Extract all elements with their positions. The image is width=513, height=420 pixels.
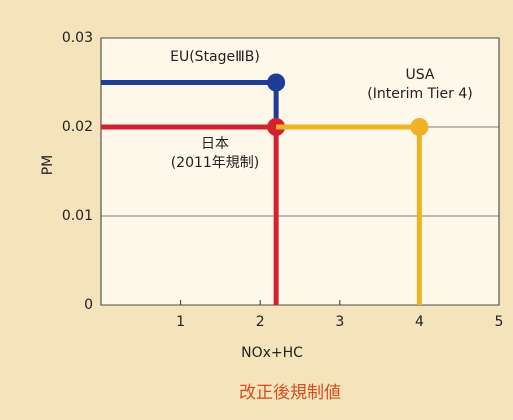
x-tick-label: 2: [256, 314, 265, 330]
point: [267, 73, 286, 92]
series-label: EU(StageⅢB): [170, 49, 260, 65]
series-label: 日本: [201, 136, 229, 152]
y-tick-label: 0.02: [62, 119, 93, 135]
series-note: (2011年規制): [171, 155, 260, 171]
y-tick-label: 0.01: [62, 208, 93, 224]
x-tick-label: 4: [415, 314, 424, 330]
series-label: USA: [406, 67, 435, 83]
y-tick-label: 0: [84, 297, 93, 313]
y-axis-label: PM: [40, 155, 56, 176]
x-axis-label: NOx+HC: [241, 345, 303, 361]
x-tick-label: 1: [176, 314, 185, 330]
series-note: (Interim Tier 4): [367, 86, 473, 102]
point: [410, 118, 429, 136]
plot-area: [100, 37, 500, 306]
x-tick-label: 3: [335, 314, 344, 330]
chart-title: 改正後規制値: [239, 383, 341, 403]
y-tick-label: 0.03: [62, 30, 93, 46]
x-tick-label: 5: [495, 314, 504, 330]
